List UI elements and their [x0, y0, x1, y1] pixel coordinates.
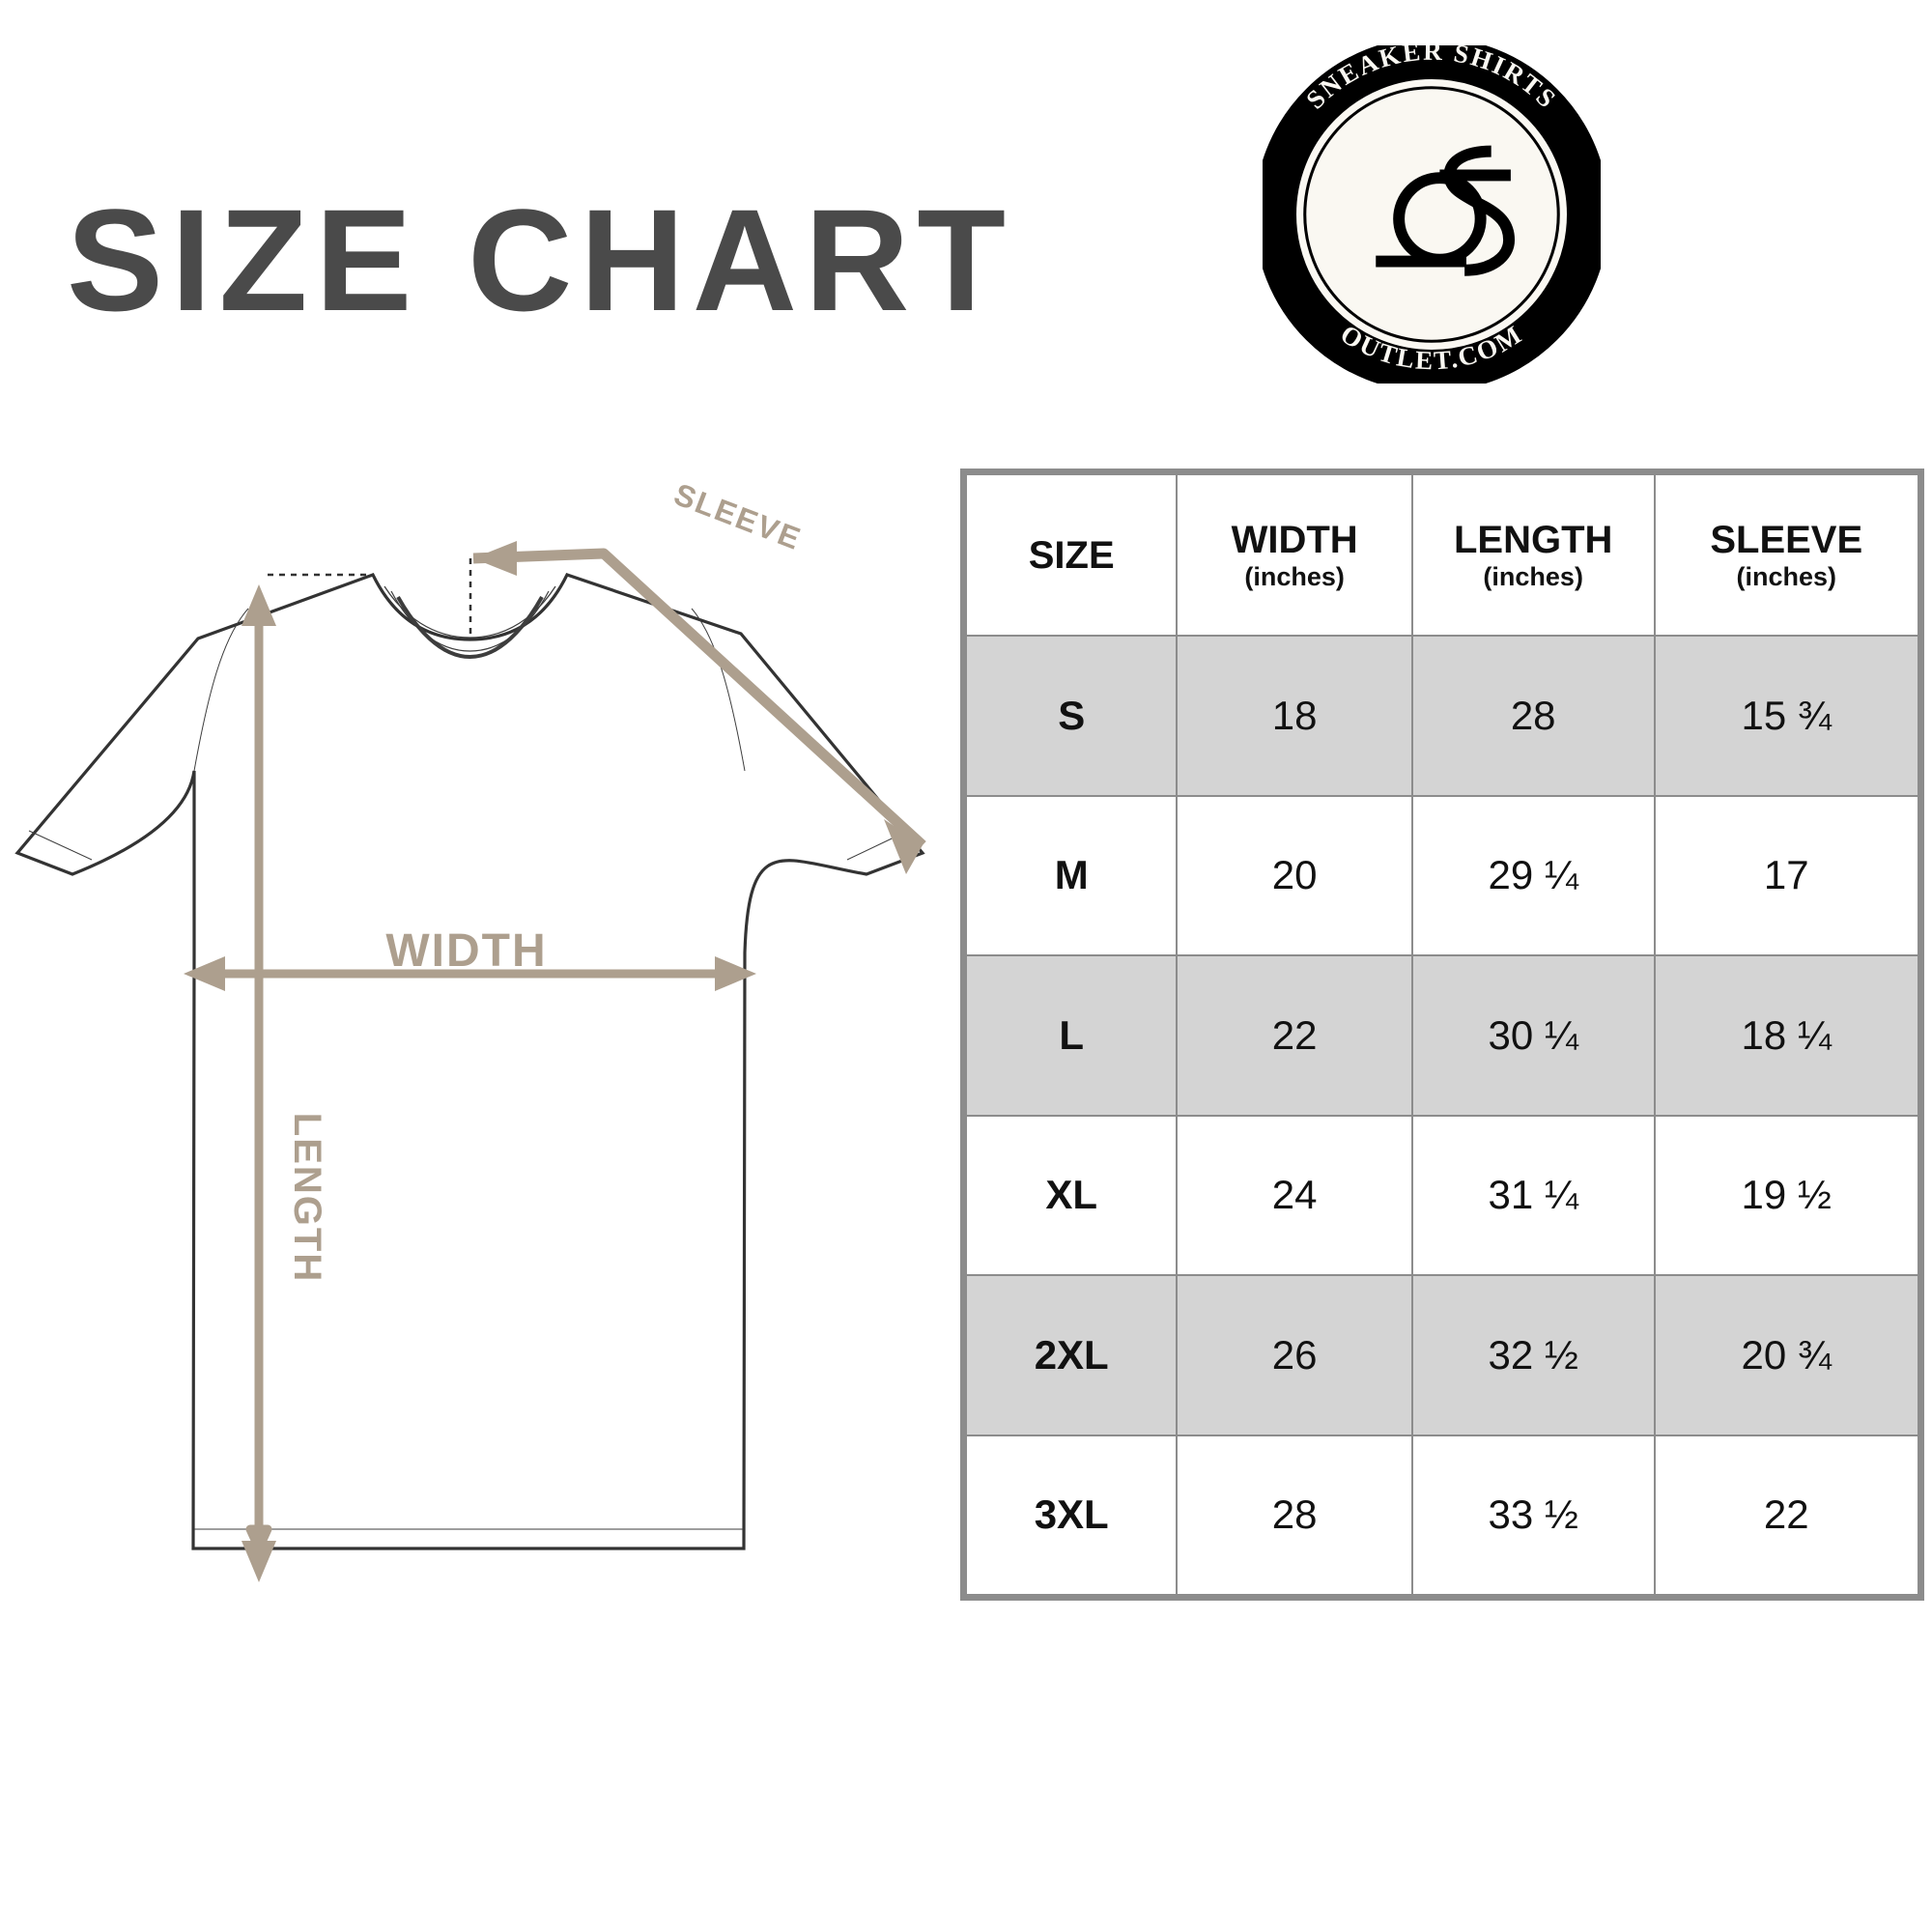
svg-text:LENGTH: LENGTH — [286, 1113, 328, 1283]
svg-text:SLEEVE: SLEEVE — [669, 476, 807, 556]
svg-text:WIDTH: WIDTH — [385, 925, 547, 977]
